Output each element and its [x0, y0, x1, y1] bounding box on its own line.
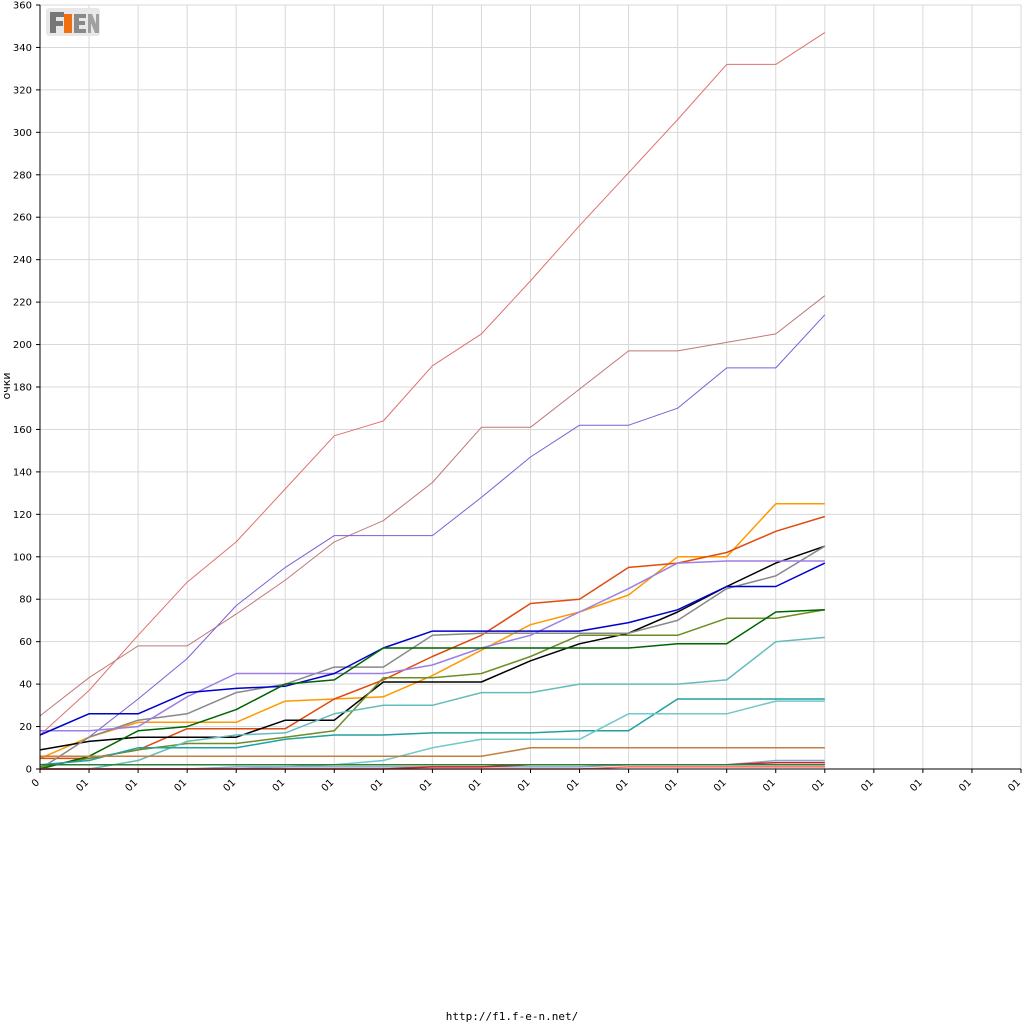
x-tick-label: 0 — [30, 777, 42, 789]
series-line-3 — [39, 314, 826, 770]
y-tick-label: 140 — [13, 467, 32, 478]
x-tick-label: 01 — [810, 777, 827, 794]
y-tick-label: 100 — [13, 552, 32, 563]
y-tick-label: 340 — [13, 43, 32, 54]
y-tick-label: 220 — [13, 298, 32, 309]
series-line-7 — [39, 545, 826, 770]
y-tick-label: 40 — [19, 680, 32, 691]
footer-url[interactable]: http://f1.f-e-n.net/ — [445, 1010, 579, 1023]
x-tick-label: 01 — [859, 777, 876, 794]
x-tick-label: 01 — [565, 777, 582, 794]
series-line-9 — [39, 562, 826, 736]
x-tick-label: 01 — [516, 777, 533, 794]
axes — [36, 4, 1022, 773]
series-line-8 — [40, 560, 825, 732]
x-tick-label: 01 — [908, 777, 925, 794]
y-tick-label: 240 — [13, 255, 32, 266]
y-tick-label: 160 — [13, 425, 32, 436]
y-tick-label: 280 — [13, 170, 32, 181]
x-tick-label: 01 — [271, 777, 288, 794]
x-tick-label: 01 — [369, 777, 386, 794]
y-tick-label: 360 — [13, 1, 32, 12]
x-tick-label: 01 — [467, 777, 484, 794]
x-tick-label: 01 — [1006, 777, 1023, 794]
series-line-4 — [39, 502, 825, 760]
x-tick-label: 01 — [418, 777, 435, 794]
series-line-6 — [39, 545, 826, 751]
y-axis-label: очки — [0, 372, 13, 399]
grid — [40, 4, 1022, 769]
x-tick-label: 01 — [712, 777, 729, 794]
series-line-15 — [40, 747, 825, 758]
y-tick-label: 320 — [13, 85, 32, 96]
y-tick-labels: 0 20 40 60 80 100 120 140 160 180 200 220 240 260 280 3… — [13, 1, 32, 776]
y-tick-label: 300 — [13, 128, 32, 139]
x-tick-label: 01 — [222, 777, 239, 794]
y-tick-label: 120 — [13, 510, 32, 521]
x-tick-label: 01 — [663, 777, 680, 794]
y-tick-label: 20 — [19, 722, 32, 733]
x-tick-label: 01 — [172, 777, 189, 794]
x-tick-label: 01 — [123, 777, 140, 794]
y-tick-label: 200 — [13, 340, 32, 351]
series-line-10 — [39, 609, 825, 768]
y-tick-label: 80 — [19, 595, 32, 606]
series-line-11 — [39, 609, 825, 770]
x-tick-label: 01 — [614, 777, 631, 794]
x-tick-label: 01 — [957, 777, 974, 794]
y-tick-label: 260 — [13, 213, 32, 224]
series-line-5 — [40, 515, 826, 760]
x-tick-label: 01 — [74, 777, 91, 794]
series-line-13 — [39, 698, 825, 766]
y-tick-label: 0 — [26, 765, 32, 776]
y-tick-label: 60 — [19, 637, 32, 648]
x-tick-labels: 0 01 01 01 01 01 01 01 01 01 01 01 01 01 01 01 01 01 01 01 0… — [30, 777, 1023, 794]
x-tick-label: 01 — [761, 777, 778, 794]
series-line-1 — [39, 32, 826, 736]
f1en-logo — [46, 8, 100, 36]
series-line-2 — [39, 295, 826, 717]
y-tick-label: 180 — [13, 383, 32, 394]
x-tick-label: 01 — [320, 777, 337, 794]
